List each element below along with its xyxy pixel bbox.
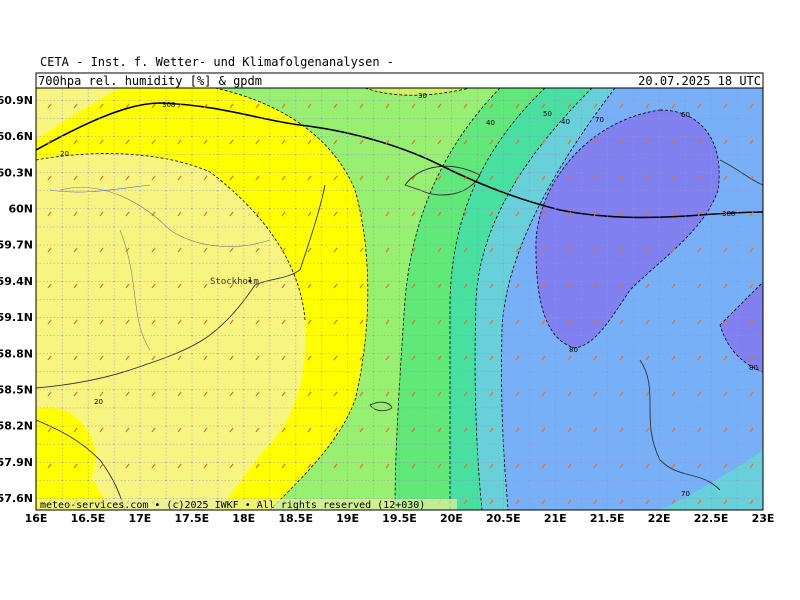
contour-label: 60 (681, 111, 690, 119)
y-tick-label: 59.4N (0, 275, 33, 288)
x-tick-label: 16.5E (71, 512, 106, 525)
y-tick-label: 60.3N (0, 166, 33, 179)
y-tick-label: 57.6N (0, 492, 33, 505)
y-tick-label: 57.9N (0, 456, 33, 469)
y-axis: 60.9N 60.6N 60.3N 60N 59.7N 59.4N 59.1N 58.8N 58… (0, 94, 33, 505)
contour-label: 80 (749, 364, 758, 372)
contour-label: 40 (561, 118, 570, 126)
x-tick-label: 17E (128, 512, 151, 525)
x-tick-label: 18.5E (278, 512, 313, 525)
x-tick-label: 19E (336, 512, 359, 525)
x-tick-label: 23E (752, 512, 775, 525)
contour-label: 80 (569, 346, 578, 354)
y-tick-label: 59.1N (0, 311, 33, 324)
x-tick-label: 20E (440, 512, 463, 525)
credit-bg (37, 499, 457, 510)
credit: meteo-services.com • (c)2025 IWKF • All … (40, 500, 425, 511)
contour-label: 50 (543, 110, 552, 118)
x-tick-label: 17.5E (174, 512, 209, 525)
x-tick-label: 19.5E (382, 512, 417, 525)
y-tick-label: 59.7N (0, 239, 33, 252)
contour-label: 20 (94, 398, 103, 406)
x-tick-label: 21.5E (590, 512, 625, 525)
city-label: Stockholm (210, 277, 259, 287)
y-tick-label: 60.9N (0, 94, 33, 107)
map-area: Stockholm 30 308 20 40 50 40 70 60 308 8… (36, 88, 763, 511)
contour-label: 40 (486, 119, 495, 127)
contour-label: 70 (681, 490, 690, 498)
contour-label: 20 (60, 150, 69, 158)
x-tick-label: 22.5E (694, 512, 729, 525)
x-axis: 16E 16.5E 17E 17.5E 18E 18.5E 19E 19.5E 20E 20.5E… (25, 512, 775, 525)
contour-labels: 30 308 20 40 50 40 70 60 308 80 80 20 70 (60, 92, 758, 498)
y-tick-label: 60N (8, 203, 33, 216)
y-tick-label: 58.5N (0, 383, 33, 396)
y-tick-label: 58.8N (0, 347, 33, 360)
x-tick-label: 22E (648, 512, 671, 525)
grid (36, 88, 763, 510)
map-frame (35, 87, 764, 511)
x-tick-label: 20.5E (486, 512, 521, 525)
subtitle: 700hpa rel. humidity [%] & gpdm (38, 74, 262, 88)
city-marker (248, 279, 252, 283)
x-tick-label: 18E (232, 512, 255, 525)
datetime: 20.07.2025 18 UTC (638, 74, 761, 88)
x-tick-label: 16E (25, 512, 48, 525)
contour-label: 308 (162, 101, 175, 109)
y-tick-label: 60.6N (0, 130, 33, 143)
contour-label: 70 (595, 116, 604, 124)
contour-label: 30 (418, 92, 427, 100)
contour-label: 308 (722, 210, 735, 218)
x-tick-label: 21E (544, 512, 567, 525)
title: CETA - Inst. f. Wetter- und Klimafolgena… (40, 55, 394, 69)
y-tick-label: 58.2N (0, 420, 33, 433)
